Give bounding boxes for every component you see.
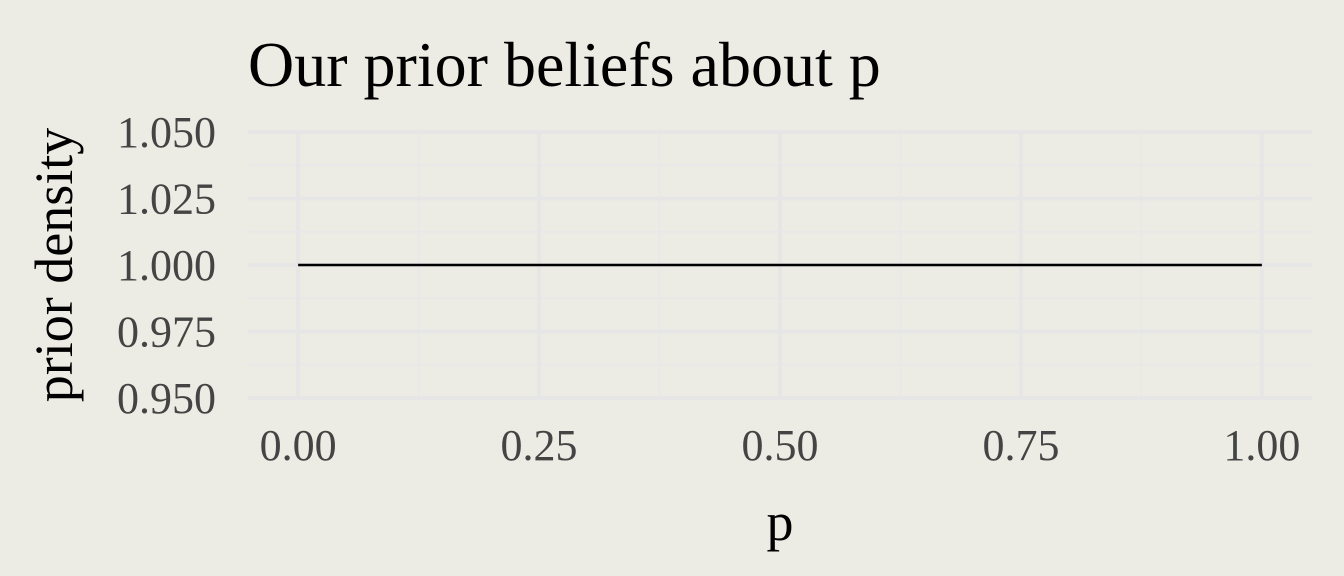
- x-tick-label: 0.75: [982, 421, 1059, 470]
- x-tick-label: 1.00: [1223, 421, 1300, 470]
- x-tick-label: 0.25: [501, 421, 578, 470]
- y-tick-label: 1.050: [117, 108, 216, 157]
- y-tick-label: 1.025: [117, 175, 216, 224]
- y-tick-label: 0.975: [117, 308, 216, 357]
- y-axis-title: prior density: [24, 128, 84, 402]
- x-tick-labels: 0.00 0.25 0.50 0.75 1.00: [260, 421, 1301, 470]
- x-axis-title: p: [767, 492, 794, 552]
- y-tick-label: 0.950: [117, 374, 216, 423]
- y-tick-labels: 0.950 0.975 1.000 1.025 1.050: [117, 108, 216, 423]
- x-tick-label: 0.00: [260, 421, 337, 470]
- chart-title: Our prior beliefs about p: [248, 29, 881, 100]
- y-tick-label: 1.000: [117, 241, 216, 290]
- x-tick-label: 0.50: [742, 421, 819, 470]
